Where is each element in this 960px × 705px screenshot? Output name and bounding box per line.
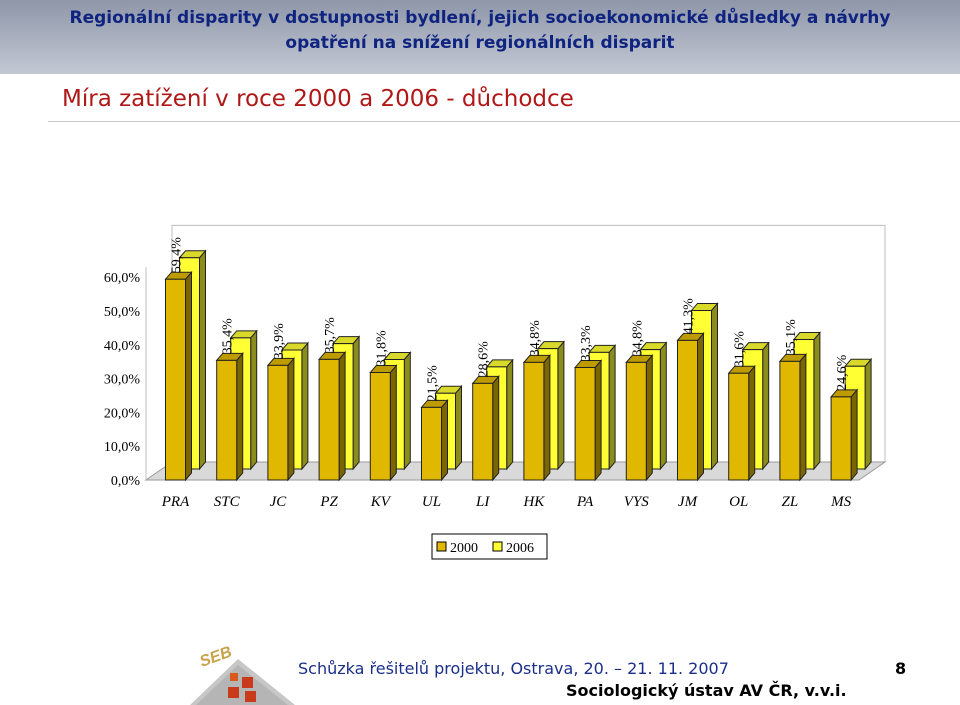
y-tick-label: 20,0% (104, 406, 141, 421)
footer-institution: Sociologický ústav AV ČR, v.v.i. (566, 681, 847, 700)
bar-2000-pz (318, 350, 347, 482)
x-tick-label: VYS (624, 494, 650, 510)
x-tick-label: ZL (782, 494, 799, 510)
bar-2000-jm (676, 332, 705, 482)
title-divider (48, 121, 960, 122)
bar-2000-jc (266, 357, 295, 482)
x-tick-label: LI (475, 494, 490, 510)
data-label: 24,6% (835, 354, 850, 391)
bar-2000-vys (625, 354, 654, 482)
x-tick-label: MS (830, 494, 851, 510)
legend-label-2000: 2000 (450, 541, 478, 556)
bar-2000-li (471, 374, 500, 482)
y-tick-label: 40,0% (104, 339, 141, 354)
x-tick-label: PA (576, 494, 594, 510)
data-label: 59,4% (170, 237, 185, 274)
y-tick-label: 10,0% (104, 440, 141, 455)
bar-2000-zl (778, 353, 807, 482)
legend-swatch-2006 (492, 541, 503, 552)
chart-legend: 2000 2006 (431, 533, 548, 560)
bar-2000-ms (830, 388, 859, 482)
bar-2000-ol (727, 364, 756, 482)
data-label: 31,6% (733, 331, 748, 368)
x-tick-label: PRA (161, 494, 190, 510)
seb-logo: SEB (190, 644, 295, 705)
bar-2000-pa (574, 359, 603, 482)
x-tick-label: UL (422, 494, 441, 510)
data-label: 35,4% (221, 318, 236, 355)
x-tick-label: HK (522, 494, 545, 510)
plot-floor (144, 461, 887, 481)
x-tick-label: STC (214, 494, 241, 510)
data-label: 31,8% (374, 330, 389, 367)
bar-2000-kv (369, 364, 398, 482)
bar-2000-pra (164, 270, 193, 482)
bar-2000-hk (522, 354, 551, 482)
slide-title: Míra zatížení v roce 2000 a 2006 - důcho… (62, 86, 574, 112)
x-tick-label: JC (270, 494, 288, 510)
data-label: 21,5% (426, 365, 441, 402)
bar-2000-stc (215, 351, 244, 482)
data-label: 33,9% (272, 323, 287, 360)
x-tick-label: PZ (319, 494, 338, 510)
legend-label-2006: 2006 (506, 541, 534, 556)
data-label: 35,1% (784, 319, 799, 356)
x-tick-label: OL (729, 494, 748, 510)
data-label: 28,6% (477, 341, 492, 378)
y-tick-label: 50,0% (104, 305, 141, 320)
header-title-line1: Regionální disparity v dostupnosti bydle… (69, 8, 891, 28)
data-label: 34,8% (528, 320, 543, 357)
data-label: 35,7% (323, 317, 338, 354)
data-label: 34,8% (630, 320, 645, 357)
data-label: 41,3% (682, 298, 697, 335)
data-label: 33,3% (579, 325, 594, 362)
slide-header: Regionální disparity v dostupnosti bydle… (0, 0, 960, 74)
header-title-line2: opatření na snížení regionálních dispari… (285, 33, 675, 53)
svg-text:SEB: SEB (198, 644, 235, 671)
bar-2000-ul (420, 398, 449, 482)
legend-swatch-2000 (436, 541, 447, 552)
y-tick-label: 0,0% (111, 474, 141, 489)
x-tick-label: JM (678, 494, 699, 510)
page-number: 8 (895, 659, 907, 678)
x-tick-label: KV (370, 494, 392, 510)
y-tick-label: 60,0% (104, 271, 141, 286)
footer-meeting-text: Schůzka řešitelů projektu, Ostrava, 20. … (298, 659, 729, 678)
y-tick-label: 30,0% (104, 373, 141, 388)
